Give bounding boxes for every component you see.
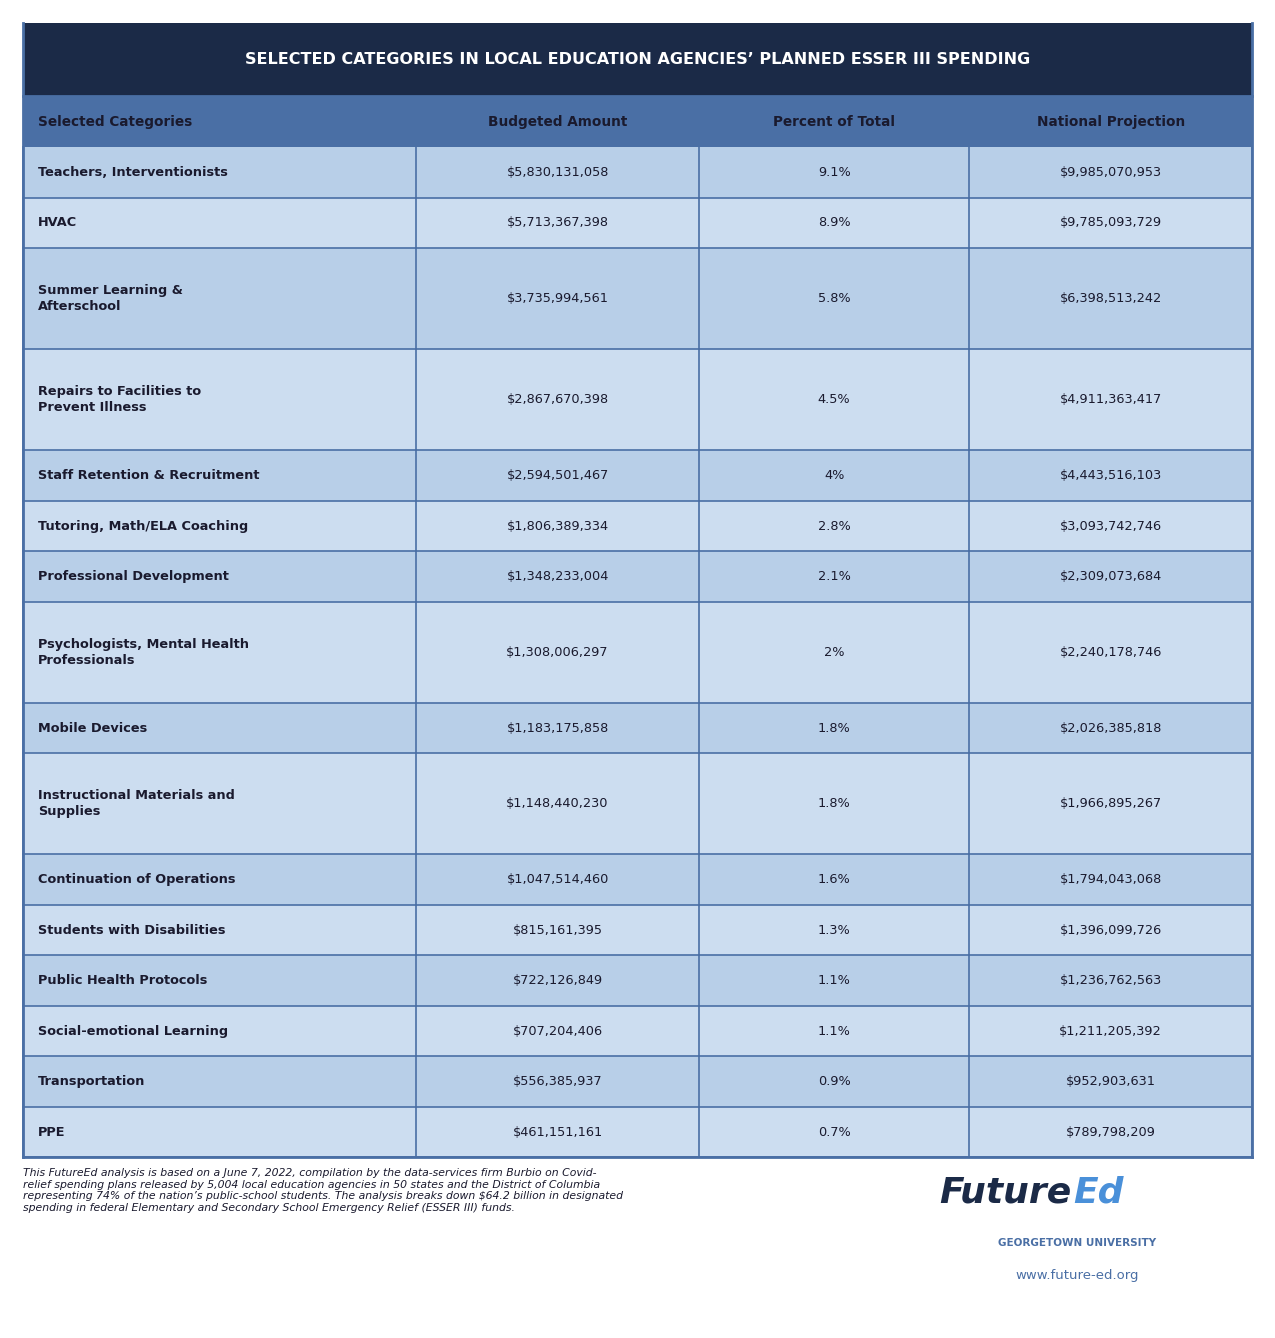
Text: Future: Future	[938, 1175, 1071, 1210]
Bar	[23, 23, 1252, 96]
Text: Mobile Devices: Mobile Devices	[38, 721, 148, 735]
Text: 1.1%: 1.1%	[817, 974, 850, 987]
Text: $9,985,070,953: $9,985,070,953	[1060, 166, 1162, 179]
Text: $1,396,099,726: $1,396,099,726	[1060, 923, 1162, 937]
Text: $4,911,363,417: $4,911,363,417	[1060, 393, 1162, 407]
Text: $1,966,895,267: $1,966,895,267	[1060, 797, 1162, 811]
Text: Percent of Total: Percent of Total	[773, 115, 895, 128]
Text: $1,308,006,297: $1,308,006,297	[506, 646, 609, 658]
Text: Ed: Ed	[1074, 1175, 1125, 1210]
Text: 1.3%: 1.3%	[817, 923, 850, 937]
Text: Staff Retention & Recruitment: Staff Retention & Recruitment	[38, 470, 260, 482]
Bar	[23, 904, 1252, 955]
Text: $952,903,631: $952,903,631	[1066, 1076, 1155, 1088]
Bar	[23, 854, 1252, 904]
Text: 2.8%: 2.8%	[817, 519, 850, 533]
Bar	[23, 702, 1252, 753]
Bar	[23, 147, 1252, 198]
Bar	[23, 450, 1252, 500]
Bar	[23, 955, 1252, 1006]
Text: Students with Disabilities: Students with Disabilities	[38, 923, 226, 937]
Bar	[23, 551, 1252, 602]
Text: Repairs to Facilities to
Prevent Illness: Repairs to Facilities to Prevent Illness	[38, 385, 201, 415]
Text: 1.6%: 1.6%	[817, 874, 850, 886]
Text: $4,443,516,103: $4,443,516,103	[1060, 470, 1162, 482]
Bar	[23, 753, 1252, 854]
Text: Budgeted Amount: Budgeted Amount	[488, 115, 627, 128]
Text: Tutoring, Math/ELA Coaching: Tutoring, Math/ELA Coaching	[38, 519, 249, 533]
Text: $1,794,043,068: $1,794,043,068	[1060, 874, 1162, 886]
Text: 1.1%: 1.1%	[817, 1025, 850, 1037]
Text: $1,211,205,392: $1,211,205,392	[1060, 1025, 1162, 1037]
Text: This FutureEd analysis is based on a June 7, 2022, compilation by the data-servi: This FutureEd analysis is based on a Jun…	[23, 1168, 623, 1212]
Text: Selected Categories: Selected Categories	[38, 115, 193, 128]
Text: $789,798,209: $789,798,209	[1066, 1125, 1155, 1139]
Text: $1,806,389,334: $1,806,389,334	[506, 519, 608, 533]
Text: 0.7%: 0.7%	[817, 1125, 850, 1139]
Bar	[23, 96, 1252, 147]
Text: $5,713,367,398: $5,713,367,398	[506, 217, 608, 229]
Bar	[23, 1107, 1252, 1157]
Text: 0.9%: 0.9%	[817, 1076, 850, 1088]
Text: $5,830,131,058: $5,830,131,058	[506, 166, 608, 179]
Text: 1.8%: 1.8%	[817, 721, 850, 735]
Text: Psychologists, Mental Health
Professionals: Psychologists, Mental Health Professiona…	[38, 638, 249, 666]
Bar	[23, 198, 1252, 249]
Text: www.future-ed.org: www.future-ed.org	[1016, 1268, 1139, 1282]
Text: $722,126,849: $722,126,849	[513, 974, 603, 987]
Text: Instructional Materials and
Supplies: Instructional Materials and Supplies	[38, 789, 235, 819]
Text: Continuation of Operations: Continuation of Operations	[38, 874, 236, 886]
Text: 4%: 4%	[824, 470, 844, 482]
Text: $815,161,395: $815,161,395	[513, 923, 603, 937]
Text: $2,026,385,818: $2,026,385,818	[1060, 721, 1162, 735]
Text: PPE: PPE	[38, 1125, 66, 1139]
Text: 4.5%: 4.5%	[817, 393, 850, 407]
Text: $1,148,440,230: $1,148,440,230	[506, 797, 609, 811]
Text: Social-emotional Learning: Social-emotional Learning	[38, 1025, 228, 1037]
Text: $2,867,670,398: $2,867,670,398	[506, 393, 608, 407]
Text: National Projection: National Projection	[1037, 115, 1184, 128]
Text: $556,385,937: $556,385,937	[513, 1076, 602, 1088]
Bar	[23, 1006, 1252, 1056]
Text: $1,047,514,460: $1,047,514,460	[506, 874, 608, 886]
Text: $2,309,073,684: $2,309,073,684	[1060, 570, 1162, 583]
Bar	[23, 248, 1252, 349]
Text: $2,594,501,467: $2,594,501,467	[506, 470, 608, 482]
Text: $1,183,175,858: $1,183,175,858	[506, 721, 608, 735]
Text: 5.8%: 5.8%	[817, 292, 850, 305]
Text: SELECTED CATEGORIES IN LOCAL EDUCATION AGENCIES’ PLANNED ESSER III SPENDING: SELECTED CATEGORIES IN LOCAL EDUCATION A…	[245, 52, 1030, 67]
Text: 8.9%: 8.9%	[817, 217, 850, 229]
Bar	[23, 1056, 1252, 1107]
Text: 9.1%: 9.1%	[817, 166, 850, 179]
Text: Public Health Protocols: Public Health Protocols	[38, 974, 208, 987]
Text: $9,785,093,729: $9,785,093,729	[1060, 217, 1162, 229]
Bar	[23, 349, 1252, 450]
Text: $1,236,762,563: $1,236,762,563	[1060, 974, 1162, 987]
Text: $6,398,513,242: $6,398,513,242	[1060, 292, 1162, 305]
Text: GEORGETOWN UNIVERSITY: GEORGETOWN UNIVERSITY	[998, 1238, 1156, 1248]
Text: $707,204,406: $707,204,406	[513, 1025, 603, 1037]
Text: Transportation: Transportation	[38, 1076, 145, 1088]
Text: $461,151,161: $461,151,161	[513, 1125, 603, 1139]
Text: 2%: 2%	[824, 646, 844, 658]
Text: 2.1%: 2.1%	[817, 570, 850, 583]
Text: $1,348,233,004: $1,348,233,004	[506, 570, 608, 583]
Text: 1.8%: 1.8%	[817, 797, 850, 811]
Text: $2,240,178,746: $2,240,178,746	[1060, 646, 1162, 658]
Text: $3,735,994,561: $3,735,994,561	[506, 292, 608, 305]
Text: $3,093,742,746: $3,093,742,746	[1060, 519, 1162, 533]
Text: Professional Development: Professional Development	[38, 570, 230, 583]
Text: Summer Learning &
Afterschool: Summer Learning & Afterschool	[38, 284, 184, 313]
Bar	[23, 500, 1252, 551]
Bar	[23, 602, 1252, 702]
Text: HVAC: HVAC	[38, 217, 78, 229]
Text: Teachers, Interventionists: Teachers, Interventionists	[38, 166, 228, 179]
